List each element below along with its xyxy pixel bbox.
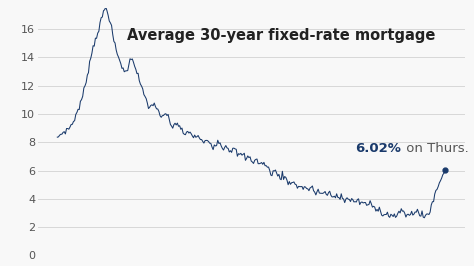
Text: Average 30-year fixed-rate mortgage: Average 30-year fixed-rate mortgage (127, 28, 435, 43)
Text: 6.02%: 6.02% (356, 142, 401, 155)
Text: on Thurs.: on Thurs. (402, 142, 469, 155)
